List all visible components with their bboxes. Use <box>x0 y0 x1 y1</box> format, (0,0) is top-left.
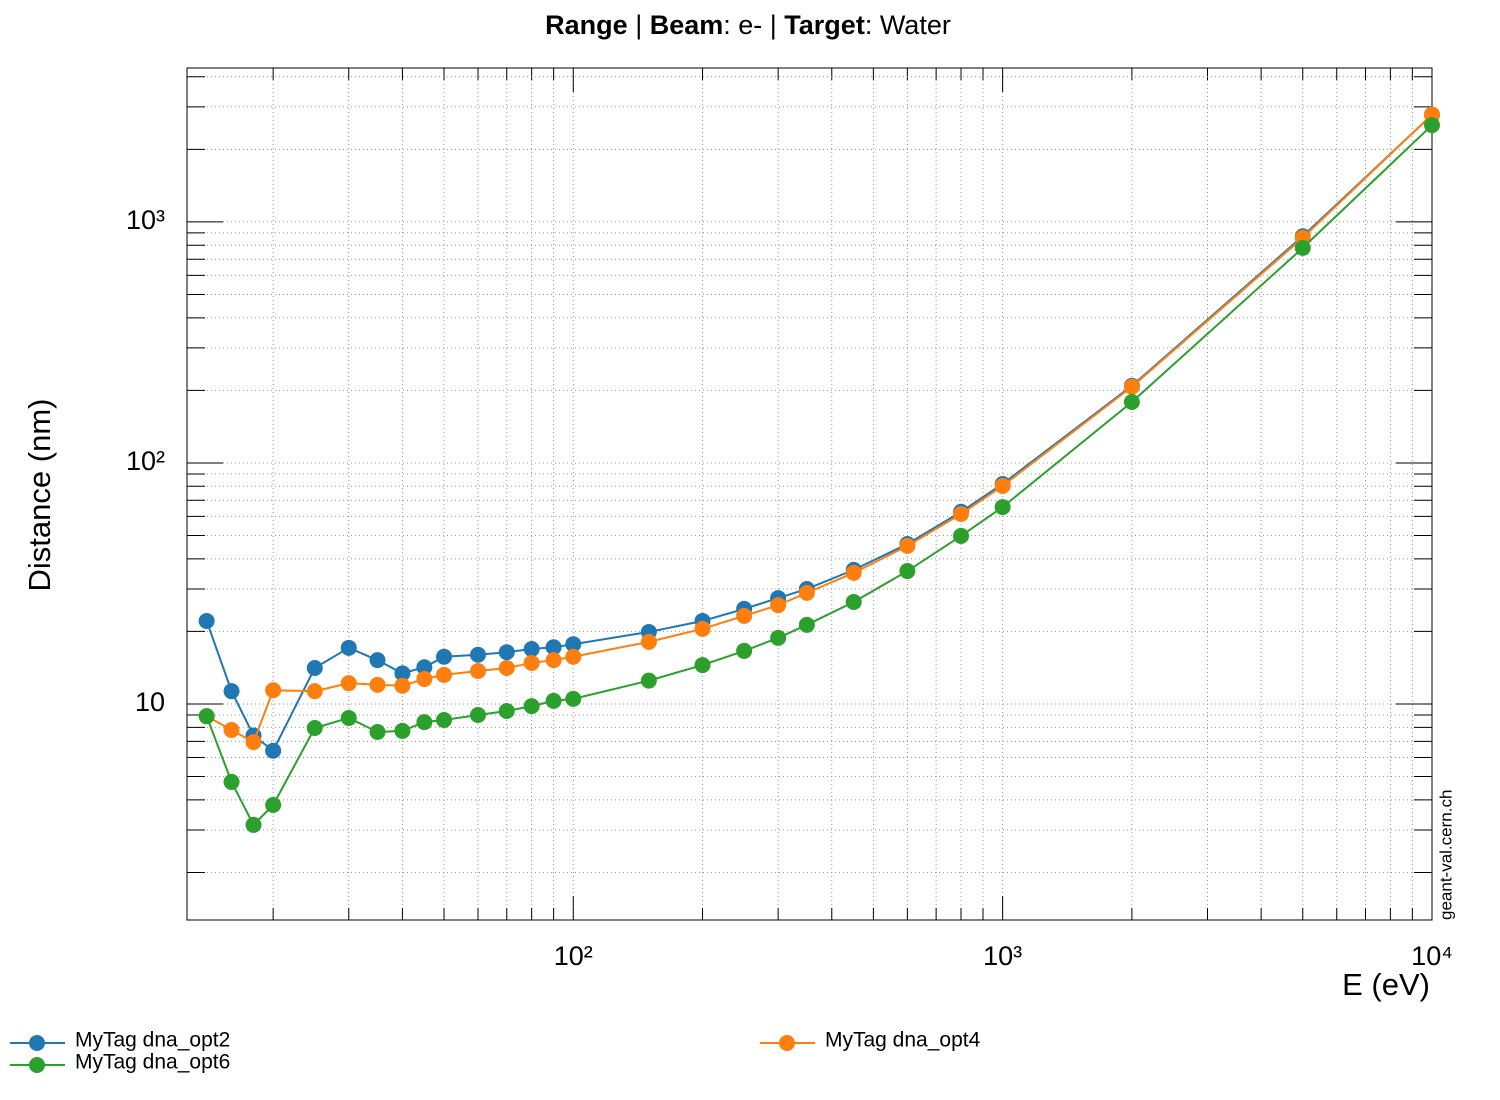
plot-frame <box>186 67 1433 921</box>
data-point <box>436 666 453 683</box>
data-point <box>340 639 357 656</box>
data-point <box>416 670 433 687</box>
x-tick-label: 10³ <box>983 941 1022 971</box>
legend-label: MyTag dna_opt6 <box>75 1051 230 1074</box>
data-point <box>223 721 240 738</box>
data-point <box>369 676 386 693</box>
data-point <box>770 597 787 614</box>
data-point <box>899 537 916 554</box>
data-point <box>994 477 1011 494</box>
data-point <box>798 616 815 633</box>
y-axis-label: Distance (nm) <box>22 399 57 592</box>
y-tick-label: 10² <box>126 446 165 476</box>
data-point <box>394 665 411 682</box>
legend-label: MyTag dna_opt2 <box>75 1029 230 1052</box>
data-point <box>306 683 323 700</box>
data-point <box>470 663 487 680</box>
data-point <box>416 714 433 731</box>
data-point <box>340 709 357 726</box>
data-point <box>340 675 357 692</box>
data-point <box>798 584 815 601</box>
watermark: geant-val.cern.ch <box>1436 790 1455 920</box>
data-point <box>770 629 787 646</box>
data-point <box>436 712 453 729</box>
data-point <box>198 612 215 629</box>
data-point <box>953 506 970 523</box>
title-part: : Water <box>865 10 951 40</box>
data-point <box>498 660 515 677</box>
data-point <box>545 639 562 656</box>
data-point <box>436 648 453 665</box>
title-part: : e- | <box>723 10 784 40</box>
data-point <box>1123 378 1140 395</box>
data-point <box>306 719 323 736</box>
data-point <box>306 660 323 677</box>
x-axis-label: E (eV) <box>1342 967 1430 1002</box>
data-point <box>265 682 282 699</box>
legend-marker <box>779 1035 795 1051</box>
y-tick-label: 10 <box>135 687 165 717</box>
data-point <box>223 683 240 700</box>
chart-title: Range | Beam: e- | Target: Water <box>545 10 951 40</box>
data-point <box>899 563 916 580</box>
title-part: Beam <box>650 10 724 40</box>
data-point <box>845 564 862 581</box>
data-point <box>1294 239 1311 256</box>
data-point <box>416 659 433 676</box>
data-point <box>369 724 386 741</box>
data-point <box>953 527 970 544</box>
data-point <box>245 734 262 751</box>
data-point <box>523 641 540 658</box>
data-point <box>198 708 215 725</box>
data-point <box>523 654 540 671</box>
data-point <box>394 722 411 739</box>
data-point <box>523 698 540 715</box>
data-point <box>265 796 282 813</box>
data-point <box>640 633 657 650</box>
data-point <box>694 620 711 637</box>
data-point <box>245 816 262 833</box>
legend-label: MyTag dna_opt4 <box>825 1029 981 1052</box>
y-tick-label: 10³ <box>126 205 165 235</box>
data-point <box>369 652 386 669</box>
data-point <box>498 703 515 720</box>
data-point <box>545 652 562 669</box>
data-point <box>265 742 282 759</box>
data-point <box>694 657 711 674</box>
data-point <box>640 672 657 689</box>
legend-marker <box>29 1035 45 1051</box>
data-point <box>470 707 487 724</box>
data-point <box>1123 393 1140 410</box>
data-point <box>498 644 515 661</box>
data-point <box>736 607 753 624</box>
data-point <box>1424 117 1440 134</box>
data-point <box>470 646 487 663</box>
data-point <box>565 690 582 707</box>
data-point <box>223 773 240 790</box>
data-point <box>545 692 562 709</box>
data-point <box>394 677 411 694</box>
data-point <box>845 593 862 610</box>
data-point <box>736 642 753 659</box>
x-tick-label: 10⁴ <box>1411 941 1453 971</box>
title-part: Target <box>784 10 865 40</box>
legend-marker <box>29 1057 45 1073</box>
data-point <box>565 636 582 653</box>
data-point <box>994 499 1011 516</box>
data-point <box>565 648 582 665</box>
x-tick-label: 10² <box>554 941 593 971</box>
title-part: Range <box>545 10 628 40</box>
title-part: | <box>628 10 650 40</box>
